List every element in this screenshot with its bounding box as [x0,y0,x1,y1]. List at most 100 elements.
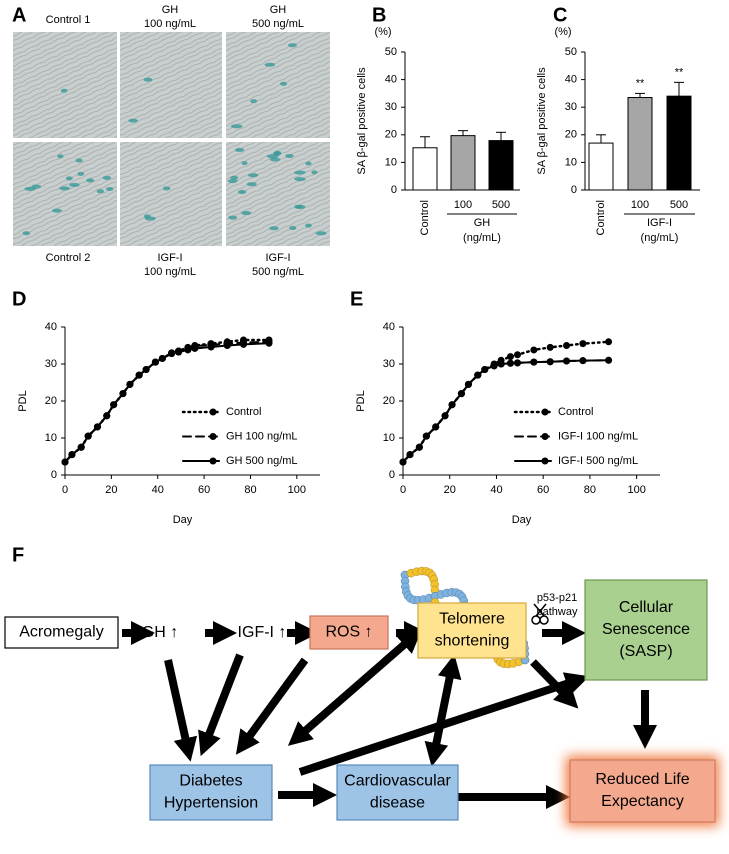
data-point [497,360,505,368]
node-label: IGF-I ↑ [238,624,287,641]
bar [450,135,476,191]
node-box [584,579,708,681]
legend-label: IGF-I 500 ng/mL [558,455,638,467]
data-point [135,371,143,379]
stained-cell [305,161,312,166]
node-box [149,764,273,821]
micrograph [120,142,222,246]
data-point [563,342,571,349]
data-point [191,344,199,352]
data-point [464,380,472,388]
node-label: Acromegaly [19,624,103,641]
data-point [265,339,273,347]
stained-cell [162,186,171,191]
node-box [309,615,389,650]
micrograph-label: IGF-I [157,252,182,264]
y-axis-label: SA β-gal positive cells [356,67,368,175]
bar [488,140,514,191]
stained-cell [241,211,252,216]
legend-label: IGF-I 100 ng/mL [558,430,638,442]
stained-cell [227,179,238,184]
legend-marker [541,457,549,465]
data-point [530,358,538,366]
node-label: ROS ↑ [325,624,372,641]
stained-cell [304,223,312,228]
y-tick-label: 0 [571,184,577,196]
y-tick-label: 30 [385,101,397,113]
x-tick-label: 40 [490,484,502,496]
y-tick-label: 30 [565,101,577,113]
stained-cell [294,204,302,209]
group-label: IGF-I [647,217,672,229]
stained-cell [230,175,239,180]
node-label: (SASP) [619,643,672,660]
unit-label: (%) [374,26,391,38]
y-tick-label: 10 [383,432,395,444]
unit-label: (%) [554,26,571,38]
data-point [119,390,127,398]
group-label: (ng/mL) [641,232,679,244]
node-box [4,616,119,649]
data-point [506,353,514,361]
data-point [546,358,554,366]
stained-cell [241,161,248,166]
node-label: Diabetes [179,773,242,790]
micrograph [13,32,117,138]
micrograph-label: 500 ng/mL [252,18,304,30]
data-point [240,340,247,348]
node-label: shortening [435,633,510,650]
data-point [168,350,176,358]
stained-cell [57,154,64,159]
series-line [64,342,270,464]
x-tick-label: 100 [631,199,649,211]
x-tick-label: 40 [152,484,164,496]
data-point [457,390,465,398]
panel-label: E [350,288,363,310]
stained-cell [311,170,318,175]
stained-cell [228,215,238,220]
legend-marker [209,433,217,440]
data-point [448,401,456,409]
data-point [207,343,215,351]
data-point [605,338,613,346]
stained-cell [294,177,306,182]
data-point [126,380,134,388]
data-point [68,451,76,459]
stained-cell [230,124,243,129]
y-tick-label: 50 [565,46,577,58]
x-tick-label: 20 [105,484,117,496]
x-axis-label: Day [173,514,193,526]
stained-cell [237,189,247,194]
node-box [417,602,527,659]
node-box [569,759,716,823]
y-tick-label: 40 [45,321,57,333]
x-tick-label: 500 [670,199,688,211]
x-axis-label: Day [512,514,532,526]
edge-label: pathway [537,606,578,618]
stained-cell [69,182,80,187]
y-tick-label: 20 [385,129,397,141]
data-point [513,351,521,359]
x-tick-label: Control [595,200,607,235]
legend-marker [209,408,217,416]
stained-cell [269,226,279,231]
bar [627,97,653,191]
micrograph-label: 500 ng/mL [252,266,304,278]
y-tick-label: 10 [565,156,577,168]
data-point [415,443,423,451]
edge-label: p53-p21 [537,592,577,604]
data-point [184,346,192,354]
legend-label: GH 100 ng/mL [226,430,298,442]
legend-label: GH 500 ng/mL [226,455,298,467]
bar [412,147,438,191]
y-tick-label: 30 [383,358,395,370]
node-label: Reduced Life [595,771,689,788]
stained-cell [128,118,138,123]
data-point [530,346,538,354]
x-tick-label: 100 [454,199,472,211]
y-tick-label: 10 [45,432,57,444]
data-point [513,359,521,367]
node-label: Cellular [619,599,674,616]
y-tick-label: 40 [565,74,577,86]
